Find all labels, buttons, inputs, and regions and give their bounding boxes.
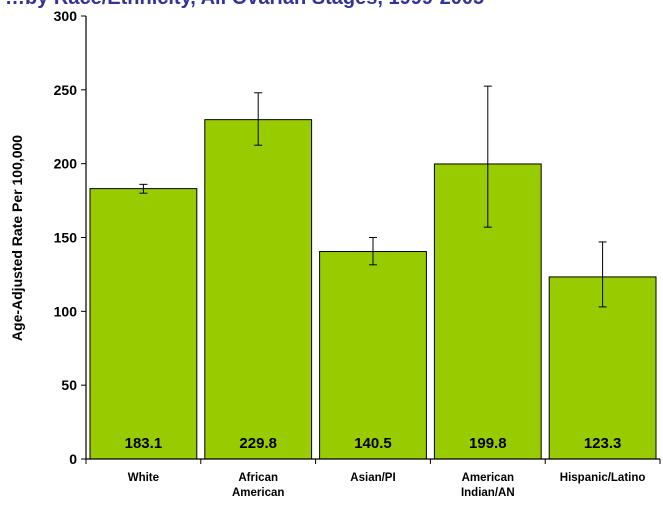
- data-label: 229.8: [239, 435, 277, 452]
- y-tick-label: 100: [54, 303, 78, 319]
- bar: [89, 188, 198, 460]
- x-tick-label: White: [128, 472, 159, 484]
- y-tick-label: 200: [54, 156, 78, 172]
- data-label: 199.8: [469, 435, 507, 452]
- x-tick-label: Hispanic/Latino: [560, 472, 646, 484]
- data-label: 183.1: [125, 435, 163, 452]
- x-tick-label: Asian/PI: [350, 472, 395, 484]
- x-tick-label: American Indian/AN: [461, 472, 515, 499]
- y-tick-label: 300: [54, 8, 78, 24]
- data-labels-group: 183.1 229.8 140.5 199.8 123.3: [125, 435, 622, 452]
- y-tick-label: 0: [69, 451, 77, 467]
- y-axis: 0 50 100 150 200 250 300: [54, 8, 87, 467]
- data-label: 140.5: [354, 435, 392, 452]
- y-tick-label: 50: [61, 377, 77, 393]
- chart-title: …by Race/Ethnicity, All Ovarian Stages, …: [5, 0, 484, 9]
- bars-group: [89, 119, 657, 460]
- data-label: 123.3: [584, 435, 622, 452]
- y-tick-label: 150: [54, 230, 78, 246]
- y-axis-label: Age-Adjusted Rate Per 100,000: [9, 135, 25, 341]
- x-tick-label: African American: [232, 472, 284, 499]
- bar: [204, 119, 313, 460]
- error-bars-group: [139, 85, 607, 308]
- y-tick-label: 250: [54, 82, 78, 98]
- bar: [319, 251, 427, 460]
- x-axis: White African American Asian/PI American Indi…: [85, 458, 661, 499]
